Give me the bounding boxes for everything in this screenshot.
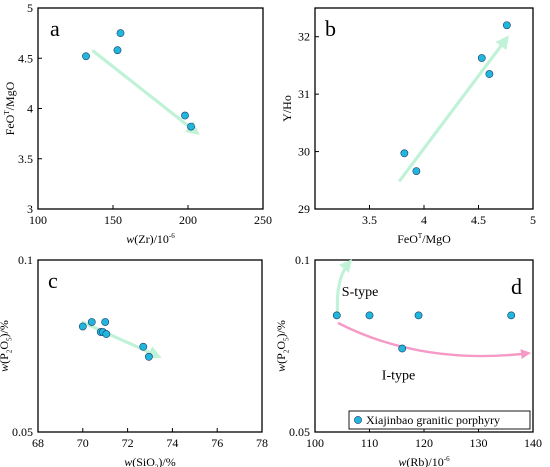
data-point [502, 21, 511, 30]
x-tick-label: 200 [179, 213, 197, 227]
x-tick-label: 100 [29, 213, 47, 227]
panel-a: 100 150 200 250 3 3.5 4 4.5 5 w(Zr)/10-6 FeOT/MgO a [3, 1, 272, 246]
plot-frame [37, 7, 264, 210]
x-axis-title: FeOT/MgO [397, 232, 451, 246]
x-tick-label: 78 [256, 436, 268, 450]
y-tick-label: 5 [27, 1, 33, 15]
i-type-arrow [337, 322, 532, 360]
panel-label: b [325, 16, 336, 41]
data-point [365, 311, 374, 320]
x-tick-label: 100 [306, 436, 324, 450]
legend-box [348, 410, 531, 430]
i-type-label: I-type [382, 368, 415, 383]
data-point [412, 167, 421, 175]
x-tick-label: 72 [122, 436, 134, 450]
data-point [181, 111, 189, 120]
y-tick-label: 0.1 [295, 253, 310, 267]
x-tick-label: 5 [530, 213, 536, 227]
data-point [414, 311, 423, 320]
y-tick-label: 0.05 [289, 425, 310, 439]
s-type-arrow [335, 259, 353, 319]
panel-label: a [50, 16, 60, 41]
x-tick-label: 4 [421, 213, 427, 227]
s-type-label: S-type [342, 285, 379, 300]
x-axis-title: w(Rb)/10-6 [398, 455, 450, 467]
x-axis-title: w(SiO2)/% [124, 455, 176, 467]
panel-label: d [511, 274, 522, 299]
y-tick-label: 0.1 [18, 253, 33, 267]
y-tick-label: 30 [298, 145, 310, 159]
data-point [187, 122, 195, 131]
panel-c: 68 70 72 74 76 78 0.05 0.1 w(SiO2)/% w(P2O5)/% c [0, 253, 268, 467]
data-point [82, 52, 90, 61]
data-point [477, 54, 486, 62]
data-point [400, 149, 409, 158]
data-point [332, 311, 341, 320]
y-axis-title: w(P2O5)/% [274, 320, 291, 372]
x-tick-label: 140 [524, 436, 542, 450]
data-point [113, 46, 122, 55]
legend-entry: Xiajinbao granitic porphyry [366, 413, 500, 427]
data-point [398, 344, 407, 353]
panel-b: 3.5 4 4.5 5 29 30 31 32 FeOT/MgO Y/Ho b [280, 7, 536, 246]
data-point [507, 311, 516, 320]
y-tick-label: 32 [298, 30, 310, 44]
x-tick-label: 70 [77, 436, 89, 450]
x-tick-label: 130 [470, 436, 488, 450]
y-axis-title: Y/Ho [280, 95, 294, 122]
y-axis-title: w(P2O5)/% [0, 320, 14, 372]
x-tick-label: 3.5 [362, 213, 377, 227]
y-tick-label: 0.05 [12, 425, 33, 439]
x-tick-label: 68 [32, 436, 44, 450]
legend-marker [354, 416, 362, 424]
x-tick-label: 110 [361, 436, 379, 450]
y-axis-title: FeOT/MgO [3, 81, 17, 135]
trend-arrow [398, 35, 509, 182]
x-tick-label: 250 [254, 213, 272, 227]
panel-label: c [48, 268, 58, 293]
trend-arrow [91, 49, 200, 135]
data-point [116, 29, 125, 38]
y-tick-label: 3 [27, 202, 33, 216]
data-point [101, 318, 110, 326]
data-point [78, 322, 87, 331]
plot-frame [314, 7, 534, 210]
panel-d: 100 110 120 130 140 0.05 0.1 w(Rb)/10-6 w(P2O5)/… [274, 253, 542, 467]
x-axis-title: w(Zr)/10-6 [126, 232, 175, 246]
y-tick-label: 29 [298, 202, 310, 216]
plot-frame [37, 259, 263, 433]
y-tick-label: 4 [27, 102, 33, 116]
trend-arrow [81, 320, 162, 359]
x-tick-label: 74 [166, 436, 178, 450]
x-tick-label: 150 [104, 213, 122, 227]
y-tick-label: 3.5 [18, 152, 33, 166]
data-point [102, 330, 111, 338]
data-point [485, 70, 494, 78]
x-tick-label: 4.5 [471, 213, 486, 227]
y-tick-label: 31 [298, 87, 310, 101]
data-point [139, 342, 148, 351]
y-tick-label: 4.5 [18, 51, 33, 65]
x-tick-label: 120 [415, 436, 433, 450]
data-point [144, 352, 153, 361]
data-point [87, 318, 96, 326]
x-tick-label: 76 [211, 436, 223, 450]
